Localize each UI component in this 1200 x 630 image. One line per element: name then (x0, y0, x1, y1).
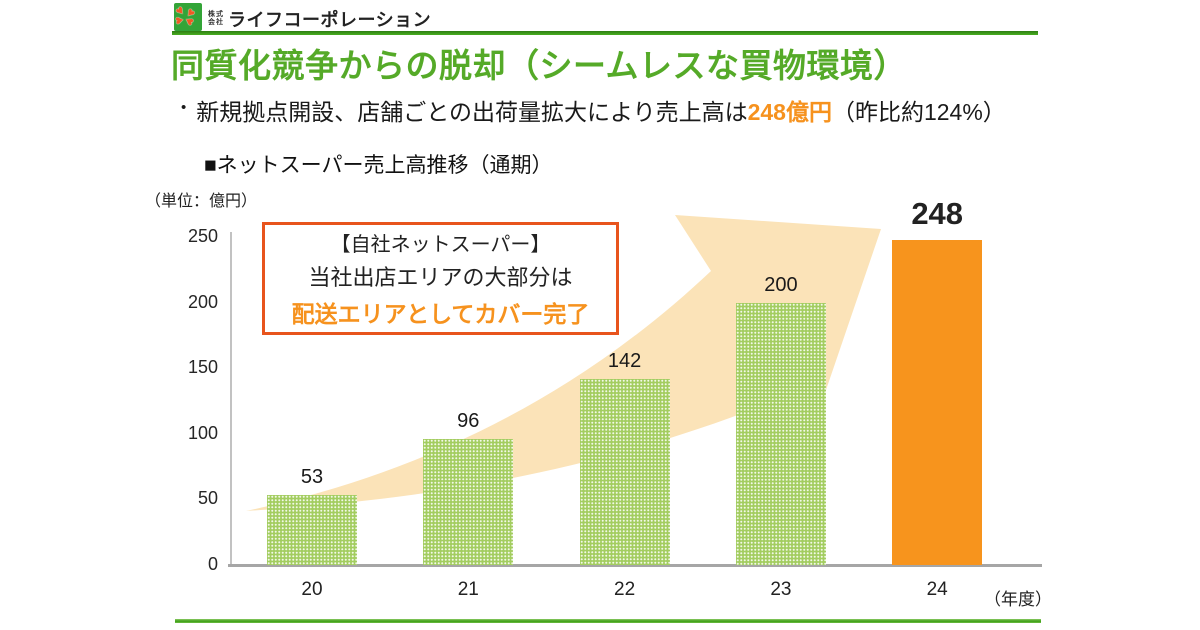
x-tick-label: 23 (770, 579, 792, 600)
header-divider (172, 31, 1038, 35)
x-tick-label: 21 (457, 579, 479, 600)
company-type-label: 株式 会社 (208, 10, 224, 26)
life-logo-icon: ♥ ♥ ♥ ♥ (171, 2, 202, 31)
x-tick-label: 20 (301, 579, 323, 600)
y-tick-label: 150 (187, 357, 218, 378)
unit-label: （単位：億円） (145, 193, 258, 210)
y-tick-label: 100 (187, 422, 218, 443)
y-axis-line (230, 232, 232, 566)
x-tick-label: 24 (926, 579, 948, 600)
callout-line-2: 当社出店エリアの大部分は (308, 265, 573, 290)
callout-line-1: 【自社ネットスーパー】 (330, 234, 551, 256)
bar-20 (267, 495, 357, 565)
bar-24 (892, 239, 983, 565)
bullet-text: 新規拠点開設、店舗ごとの出荷量拡大により売上高は248億円（昨比約124%） (196, 99, 1006, 125)
y-tick-label: 200 (187, 291, 218, 312)
company-name: ライフコーポレーション (228, 10, 432, 30)
bar-23 (735, 302, 826, 565)
company-logotype: 株式 会社 ライフコーポレーション (208, 6, 431, 32)
x-axis-unit: （年度） (984, 590, 1052, 609)
value-label-23: 200 (764, 273, 798, 296)
y-tick-label: 250 (187, 226, 218, 246)
y-tick-label: 50 (197, 488, 218, 509)
y-tick-label: 0 (207, 554, 218, 574)
bar-21 (423, 439, 514, 565)
value-label-24: 248 (911, 195, 964, 231)
page-title: 同質化競争からの脱却（シームレスな買物環境） (171, 47, 908, 84)
coverage-callout: 【自社ネットスーパー】 当社出店エリアの大部分は 配送エリアとしてカバー完了 (262, 222, 619, 335)
callout-line-3: 配送エリアとしてカバー完了 (291, 301, 590, 327)
chart-section-header: ■ネットスーパー売上高推移（通期） (204, 154, 553, 177)
footer-divider (175, 619, 1041, 623)
key-point-bullet: • 新規拠点開設、店舗ごとの出荷量拡大により売上高は248億円（昨比約124%） (181, 93, 1081, 127)
value-label-20: 53 (300, 466, 324, 489)
sales-highlight: 248億円 (747, 99, 832, 125)
bullet-marker: • (181, 99, 187, 116)
value-label-22: 142 (607, 349, 642, 372)
x-axis-line (228, 564, 1042, 567)
value-label-21: 96 (457, 410, 480, 433)
bar-22 (579, 378, 670, 565)
x-tick-label: 22 (614, 579, 636, 600)
